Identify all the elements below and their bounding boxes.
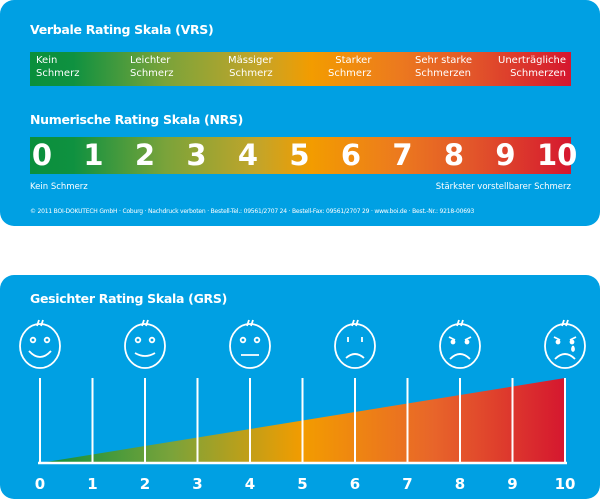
nrs-number-8: 8 [443, 138, 465, 172]
nrs-number-0: 0 [31, 138, 53, 172]
nrs-number-9: 9 [495, 138, 516, 172]
tick-label-3: 3 [192, 475, 202, 493]
very-happy-face-icon [19, 319, 61, 369]
nrs-number-10: 10 [537, 138, 578, 172]
vrs-label-1: Leichter Schmerz [130, 55, 174, 79]
tick-label-1: 1 [87, 475, 97, 493]
vrs-nrs-card: Verbale Rating Skala (VRS) Kein Schmerz L… [0, 0, 600, 226]
tick-label-6: 6 [350, 475, 360, 493]
grs-title: Gesichter Rating Skala (GRS) [30, 291, 227, 306]
nrs-number-4: 4 [237, 138, 259, 172]
vrs-scale-bar: Kein Schmerz Leichter Schmerz Mässiger Schm… [30, 52, 571, 86]
tick-label-5: 5 [297, 475, 307, 493]
vrs-label-0: Kein Schmerz [36, 55, 80, 79]
vrs-label-2: Mässiger Schmerz [228, 55, 273, 79]
grs-scale: 0 1 2 3 4 5 6 7 8 9 10 [19, 319, 586, 493]
vrs-label-3: Starker Schmerz [328, 55, 372, 79]
grs-card: Gesichter Rating Skala (GRS) 0 1 2 3 4 5 6 7 8 9 1… [0, 275, 600, 499]
tick-label-4: 4 [245, 475, 255, 493]
nrs-scale-bar: 0 1 2 3 4 5 6 7 8 9 10 [30, 137, 577, 174]
nrs-number-6: 6 [340, 138, 362, 172]
happy-face-icon [124, 319, 166, 369]
neutral-face-icon [229, 319, 271, 369]
tick-label-0: 0 [35, 475, 45, 493]
tick-label-9: 9 [507, 475, 517, 493]
nrs-number-3: 3 [186, 138, 207, 172]
vrs-title: Verbale Rating Skala (VRS) [30, 22, 214, 37]
worried-face-icon [439, 319, 481, 369]
sad-face-icon [334, 319, 376, 369]
nrs-title: Numerische Rating Skala (NRS) [30, 112, 244, 127]
tick-label-7: 7 [402, 475, 412, 493]
nrs-number-7: 7 [392, 138, 413, 172]
vrs-label-5: Unerträgliche Schmerzen [498, 55, 566, 79]
tick-label-2: 2 [140, 475, 150, 493]
tick-label-8: 8 [455, 475, 465, 493]
copyright-text: © 2011 BOI-DOKUTECH GmbH · Coburg · Nach… [30, 208, 475, 215]
nrs-max-label: Stärkster vorstellbarer Schmerz [435, 182, 571, 192]
vrs-label-4: Sehr starke Schmerzen [415, 55, 473, 79]
nrs-number-5: 5 [289, 138, 310, 172]
nrs-number-1: 1 [83, 138, 104, 172]
tick-label-10: 10 [555, 475, 576, 493]
nrs-min-label: Kein Schmerz [30, 182, 88, 192]
crying-face-icon [544, 319, 586, 369]
nrs-number-2: 2 [134, 138, 156, 172]
